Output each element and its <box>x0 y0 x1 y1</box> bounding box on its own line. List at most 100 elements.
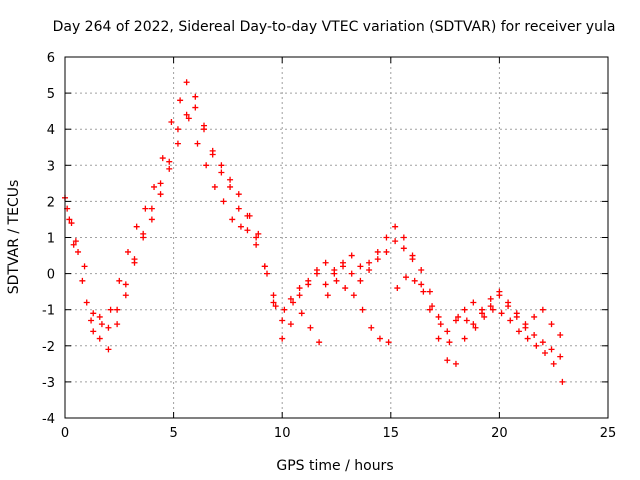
data-point <box>376 335 383 342</box>
data-point <box>70 241 77 248</box>
data-point <box>148 205 155 212</box>
data-point <box>140 230 147 237</box>
data-point <box>426 288 433 295</box>
data-point <box>359 306 366 313</box>
x-tick-label: 5 <box>169 426 177 441</box>
data-point <box>313 270 320 277</box>
data-point <box>559 378 566 385</box>
x-tick-label: 0 <box>61 426 69 441</box>
data-point <box>88 317 95 324</box>
data-point <box>472 324 479 331</box>
x-tick-label: 10 <box>274 426 291 441</box>
data-point <box>218 169 225 176</box>
data-point <box>261 263 268 270</box>
data-point <box>435 313 442 320</box>
data-point <box>174 126 181 133</box>
data-point <box>444 328 451 335</box>
data-point <box>374 256 381 263</box>
data-point <box>446 339 453 346</box>
data-point <box>557 331 564 338</box>
data-point <box>218 162 225 169</box>
data-point <box>348 252 355 259</box>
data-point <box>142 205 149 212</box>
data-point <box>81 263 88 270</box>
x-tick-label: 15 <box>383 426 400 441</box>
data-point <box>96 313 103 320</box>
data-point <box>122 292 129 299</box>
data-point <box>235 205 242 212</box>
series-2 <box>64 79 564 367</box>
data-point <box>203 162 210 169</box>
data-point <box>192 104 199 111</box>
data-point <box>548 321 555 328</box>
data-point <box>455 313 462 320</box>
data-point <box>531 331 538 338</box>
data-point <box>211 183 218 190</box>
data-point <box>298 310 305 317</box>
data-point <box>548 346 555 353</box>
data-point <box>209 147 216 154</box>
data-point <box>498 310 505 317</box>
data-point <box>489 306 496 313</box>
data-point <box>426 306 433 313</box>
data-point <box>539 306 546 313</box>
data-point <box>331 266 338 273</box>
data-point <box>157 180 164 187</box>
data-point <box>400 234 407 241</box>
data-point <box>435 335 442 342</box>
x-tick-labels: 0 5 10 15 20 25 <box>61 426 616 441</box>
data-point <box>133 223 140 230</box>
data-point <box>194 140 201 147</box>
data-point <box>385 339 392 346</box>
data-point <box>444 357 451 364</box>
data-point <box>177 97 184 104</box>
y-tick-label: -3 <box>42 376 55 391</box>
y-tick-labels: -4 -3 -2 -1 0 1 2 3 4 5 6 <box>42 51 55 427</box>
ticks <box>64 56 609 419</box>
data-point <box>79 277 86 284</box>
data-point <box>394 285 401 292</box>
data-point <box>98 321 105 328</box>
data-point <box>75 248 82 255</box>
data-point <box>307 324 314 331</box>
data-point <box>505 303 512 310</box>
data-point <box>270 292 277 299</box>
data-point <box>90 328 97 335</box>
data-point <box>342 285 349 292</box>
data-point <box>90 310 97 317</box>
data-point <box>124 248 131 255</box>
data-point <box>322 281 329 288</box>
data-point <box>237 223 244 230</box>
data-point <box>366 266 373 273</box>
x-axis-label: GPS time / hours <box>276 458 393 474</box>
data-point <box>83 299 90 306</box>
data-point <box>400 245 407 252</box>
data-point <box>66 216 73 223</box>
data-point <box>305 281 312 288</box>
data-point <box>96 335 103 342</box>
y-tick-label: 5 <box>47 87 55 102</box>
data-point <box>522 324 529 331</box>
data-point <box>357 263 364 270</box>
data-point <box>105 324 112 331</box>
data-point <box>296 292 303 299</box>
data-point <box>168 118 175 125</box>
data-point <box>452 360 459 367</box>
data-point <box>183 79 190 86</box>
series-1 <box>62 104 564 338</box>
data-point <box>122 281 129 288</box>
data-point <box>253 234 260 241</box>
data-point <box>496 288 503 295</box>
data-point <box>461 306 468 313</box>
data-point <box>531 313 538 320</box>
data-point <box>542 350 549 357</box>
data-point <box>281 306 288 313</box>
data-point <box>229 216 236 223</box>
data-point <box>296 285 303 292</box>
y-tick-label: 4 <box>47 123 55 138</box>
data-point <box>452 317 459 324</box>
data-point <box>107 306 114 313</box>
data-point <box>481 313 488 320</box>
